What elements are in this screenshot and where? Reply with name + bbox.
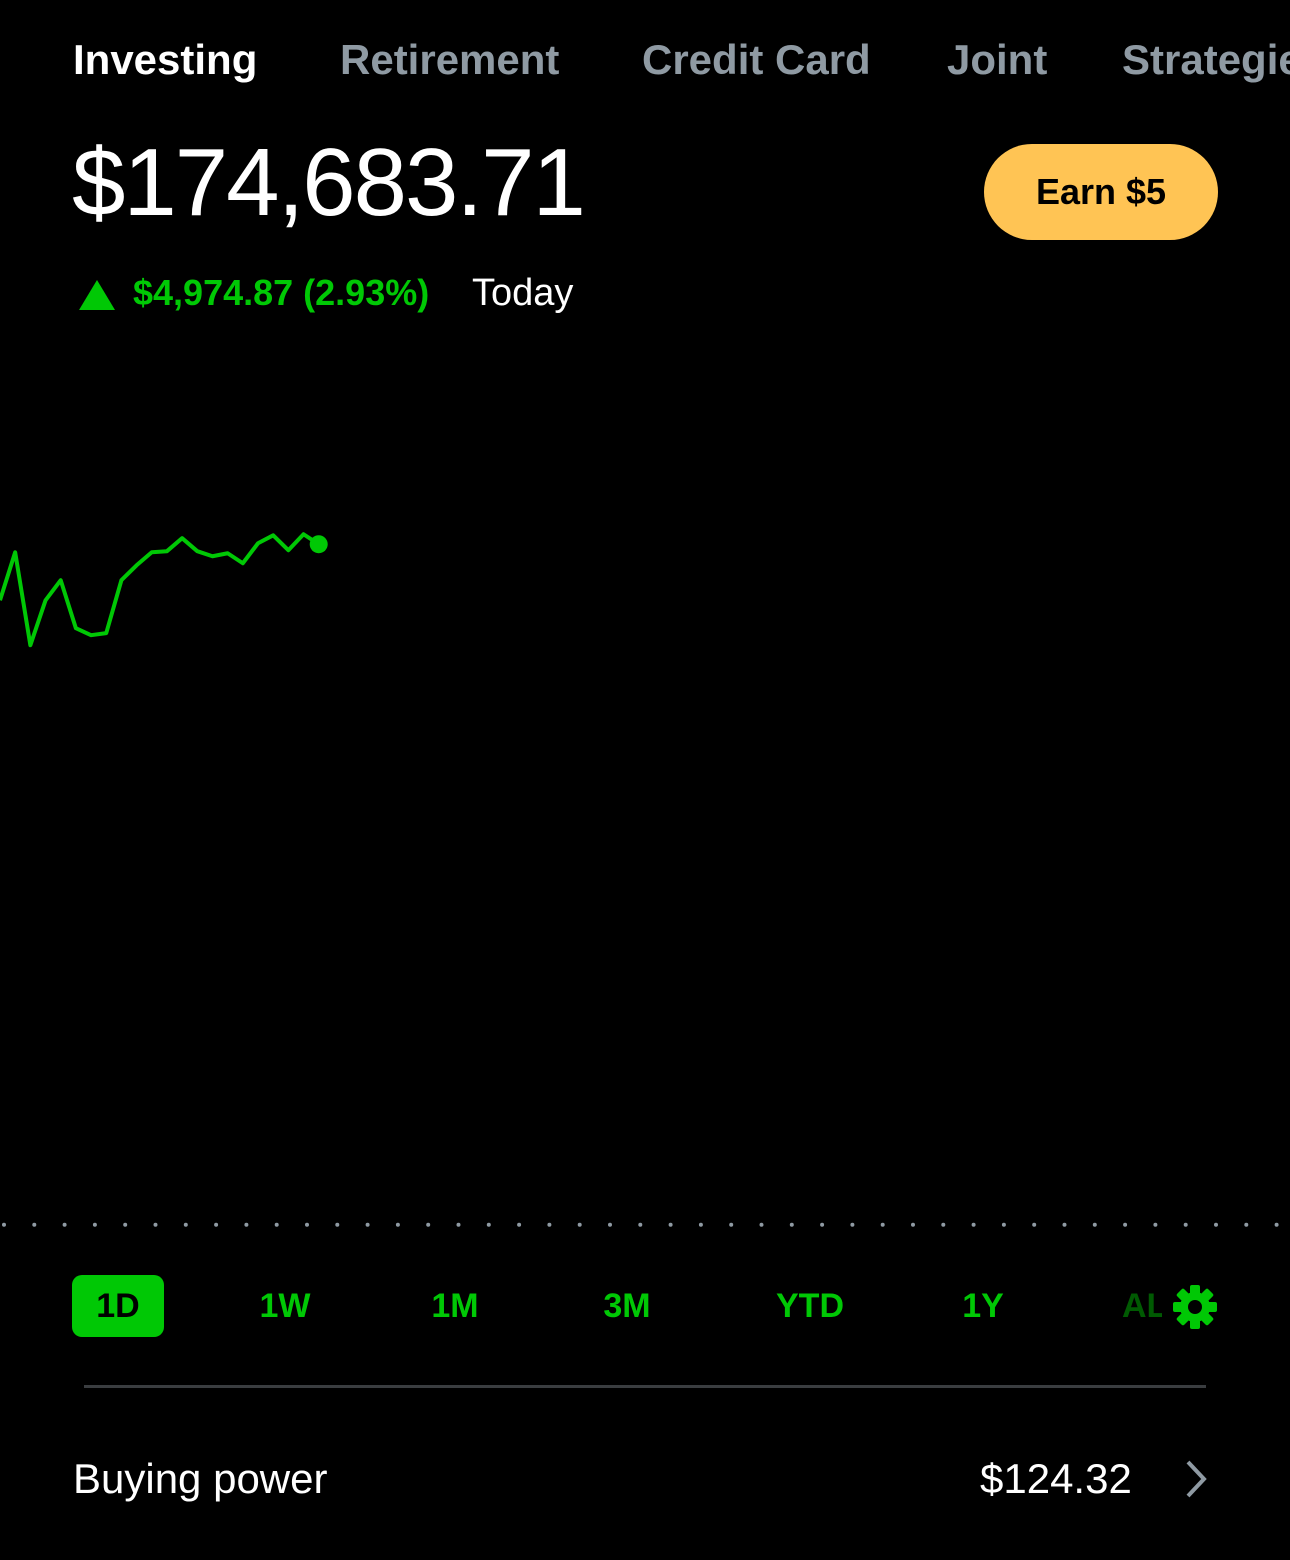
tab[interactable]: Investing — [73, 36, 258, 83]
tab[interactable]: Joint — [947, 36, 1048, 83]
range-button[interactable]: YTD — [776, 1287, 844, 1325]
tab[interactable]: Strategies — [1122, 36, 1290, 83]
range-button[interactable]: 3M — [603, 1287, 651, 1325]
divider — [84, 1385, 1206, 1388]
balance: $174,683.71 — [72, 129, 586, 236]
buying-power-label[interactable]: Buying power — [73, 1455, 328, 1502]
chevron[interactable] — [1182, 1458, 1212, 1500]
price-line — [0, 532, 320, 648]
change-period: Today — [472, 272, 574, 314]
earn-button[interactable]: Earn $5 — [984, 144, 1218, 240]
settings-icon[interactable] — [1172, 1284, 1218, 1330]
range-button[interactable]: 1Y — [962, 1287, 1004, 1325]
tab[interactable]: Credit Card — [642, 36, 871, 83]
range-button[interactable]: 1D — [72, 1275, 164, 1337]
range-button[interactable]: 1M — [431, 1287, 479, 1325]
range-button[interactable]: ALL — [1122, 1287, 1162, 1325]
up-arrow — [79, 280, 115, 310]
tab[interactable]: Retirement — [340, 36, 560, 83]
change-amount: $4,974.87 (2.93%) — [133, 272, 430, 313]
buying-power-value[interactable]: $124.32 — [980, 1455, 1132, 1502]
range-button[interactable]: 1W — [259, 1287, 311, 1325]
current-point — [309, 535, 328, 554]
